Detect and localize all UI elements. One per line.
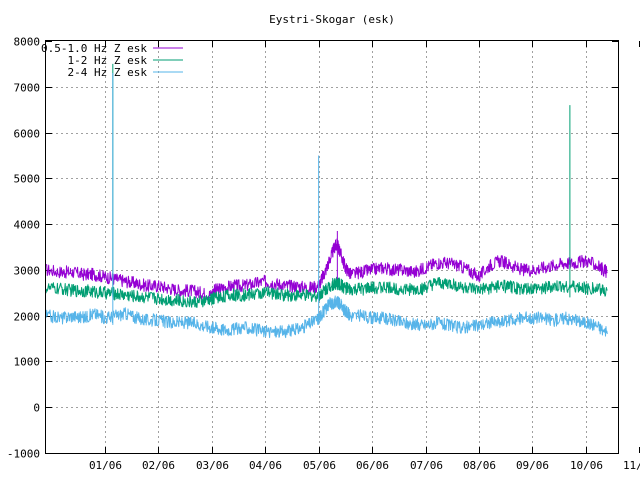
x-tick-label: 08/06 bbox=[463, 459, 496, 472]
x-tick-label: 04/06 bbox=[249, 459, 282, 472]
y-tick-label: 3000 bbox=[14, 265, 41, 278]
legend-label: 1-2 Hz Z esk bbox=[68, 54, 148, 67]
x-tick-label: 05/06 bbox=[303, 459, 336, 472]
y-tick-label: -1000 bbox=[7, 448, 40, 461]
chart-title: Eystri-Skogar (esk) bbox=[269, 13, 395, 26]
y-tick-label: 1000 bbox=[14, 356, 41, 369]
y-tick-label: 0 bbox=[33, 402, 40, 415]
x-tick-label: 02/06 bbox=[142, 459, 175, 472]
x-tick-label: 07/06 bbox=[410, 459, 443, 472]
series-line-2 bbox=[45, 276, 608, 308]
x-tick-label: 03/06 bbox=[196, 459, 229, 472]
grid bbox=[46, 41, 618, 453]
x-tick-label: 11/06 bbox=[623, 459, 640, 472]
y-tick-label: 5000 bbox=[14, 173, 41, 186]
y-tick-label: 4000 bbox=[14, 219, 41, 232]
series-line-3 bbox=[45, 295, 608, 339]
legend-label: 0.5-1.0 Hz Z esk bbox=[41, 42, 147, 55]
y-tick-label: 8000 bbox=[14, 36, 41, 49]
y-tick-label: 6000 bbox=[14, 128, 41, 141]
y-tick-label: 2000 bbox=[14, 311, 41, 324]
x-tick-label: 01/06 bbox=[89, 459, 122, 472]
x-tick-label: 09/06 bbox=[516, 459, 549, 472]
axes: -1000 0 1000 2000 3000 4000 5000 6000 7000 8000 01… bbox=[7, 36, 640, 472]
plot-frame bbox=[45, 40, 619, 454]
x-tick-label: 10/06 bbox=[570, 459, 603, 472]
series-layer bbox=[45, 63, 608, 339]
y-tick-label: 7000 bbox=[14, 82, 41, 95]
legend-label: 2-4 Hz Z esk bbox=[68, 66, 148, 79]
x-tick-label: 06/06 bbox=[356, 459, 389, 472]
series-line-1 bbox=[45, 238, 608, 301]
